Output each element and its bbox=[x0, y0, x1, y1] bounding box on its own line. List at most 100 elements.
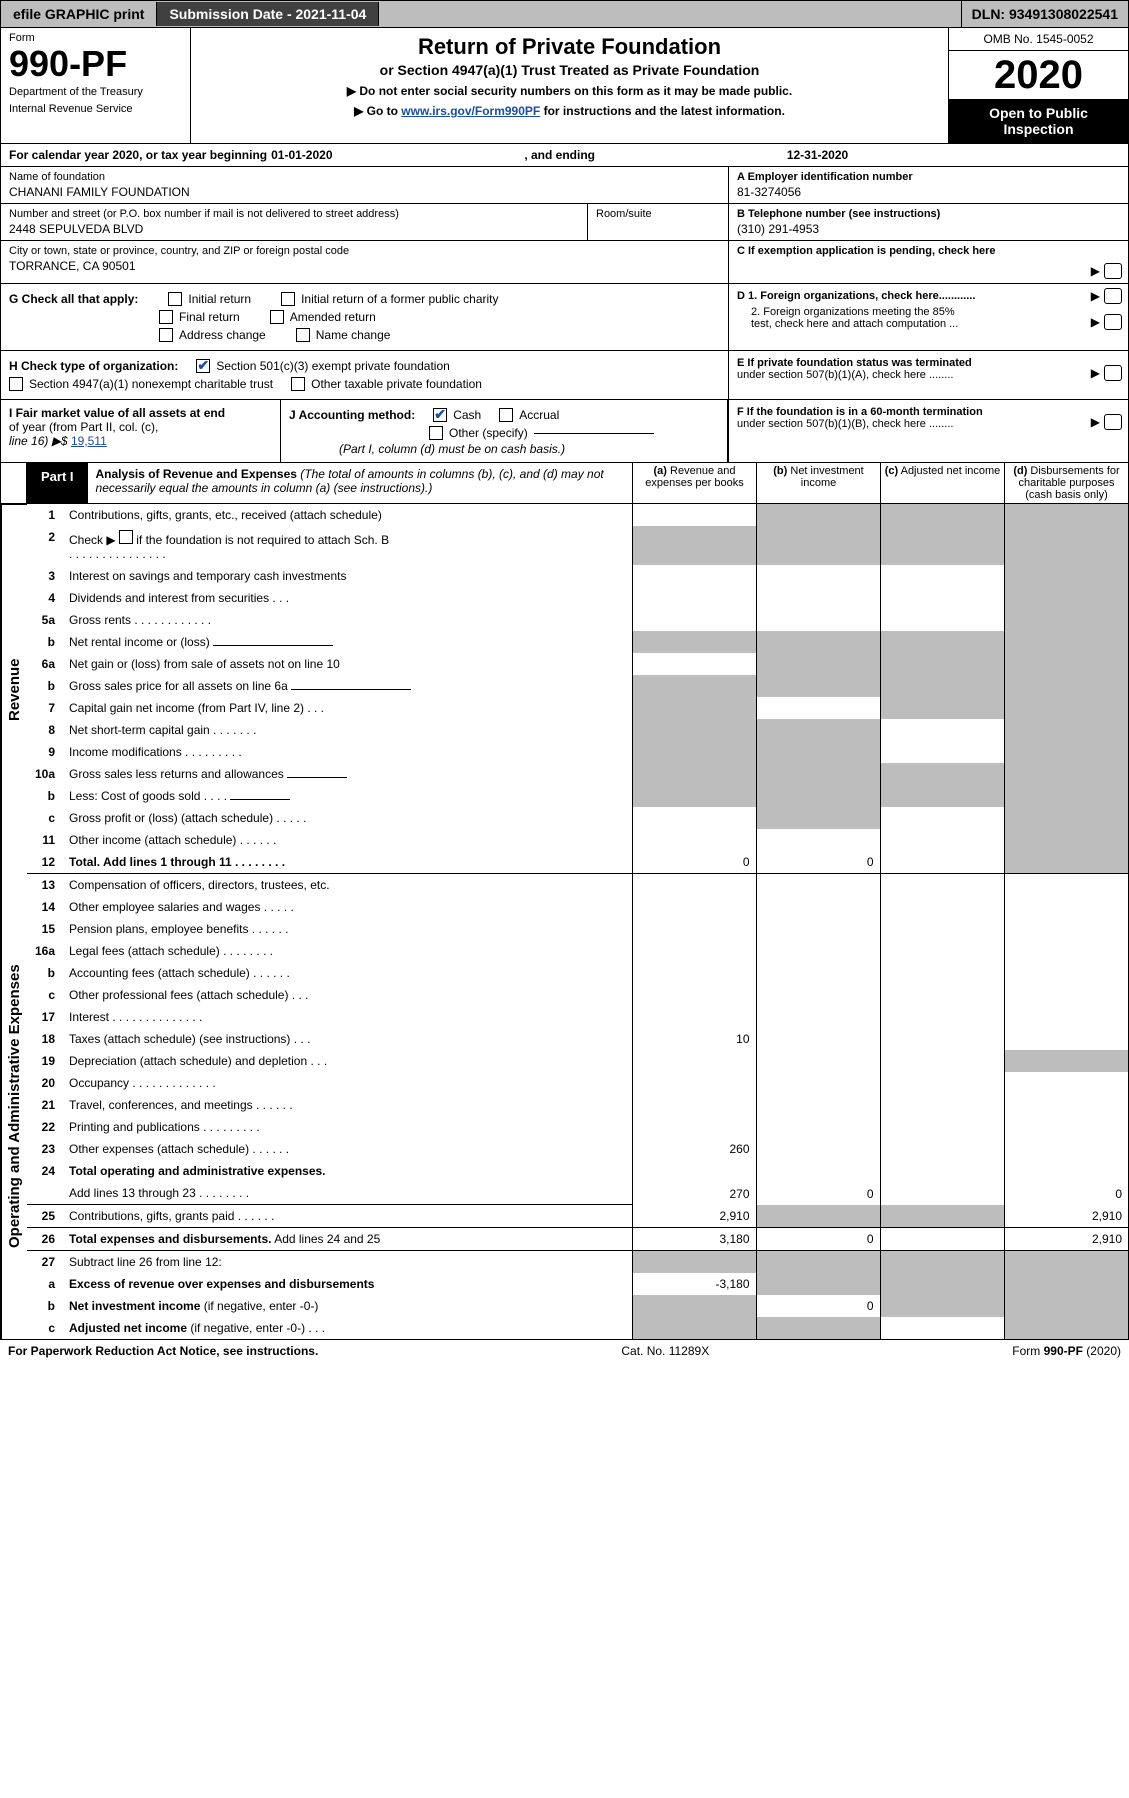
d2-checkbox[interactable] bbox=[1104, 314, 1122, 330]
cal-end: 12-31-2020 bbox=[787, 148, 848, 162]
g-name-checkbox[interactable] bbox=[296, 328, 310, 342]
arrow-icon: ▶ bbox=[1091, 289, 1100, 303]
open-line1: Open to Public bbox=[949, 105, 1128, 121]
row-5b: bNet rental income or (loss) bbox=[27, 631, 1128, 653]
g-initial-former: Initial return of a former public charit… bbox=[301, 292, 498, 306]
h-opt2: Section 4947(a)(1) nonexempt charitable … bbox=[29, 377, 273, 391]
h-section: H Check type of organization: Section 50… bbox=[1, 351, 1128, 400]
row-16c: cOther professional fees (attach schedul… bbox=[27, 984, 1128, 1006]
instr-link-row: ▶ Go to www.irs.gov/Form990PF for instru… bbox=[215, 104, 924, 118]
d-section: D 1. Foreign organizations, check here..… bbox=[728, 284, 1128, 350]
row-16a: 16aLegal fees (attach schedule) . . . . … bbox=[27, 940, 1128, 962]
i-line3: line 16) ▶$ bbox=[9, 434, 71, 448]
g-name-change: Name change bbox=[316, 328, 391, 342]
row-9: 9Income modifications . . . . . . . . . bbox=[27, 741, 1128, 763]
form-subtitle: or Section 4947(a)(1) Trust Treated as P… bbox=[215, 62, 924, 78]
row-24-label: 24Total operating and administrative exp… bbox=[27, 1160, 1128, 1182]
h-label: H Check type of organization: bbox=[9, 359, 178, 373]
j-cash-checkbox[interactable] bbox=[433, 408, 447, 422]
row-19: 19Depreciation (attach schedule) and dep… bbox=[27, 1050, 1128, 1072]
row-7: 7Capital gain net income (from Part IV, … bbox=[27, 697, 1128, 719]
irs-link[interactable]: www.irs.gov/Form990PF bbox=[401, 104, 540, 118]
g-addr-checkbox[interactable] bbox=[159, 328, 173, 342]
d2-row: 2. Foreign organizations meeting the 85%… bbox=[737, 306, 1120, 330]
d1-row: D 1. Foreign organizations, check here..… bbox=[737, 290, 1120, 302]
row-27a: aExcess of revenue over expenses and dis… bbox=[27, 1273, 1128, 1295]
g-final-checkbox[interactable] bbox=[159, 310, 173, 324]
g-addr-change: Address change bbox=[179, 328, 266, 342]
row-27: 27Subtract line 26 from line 12: bbox=[27, 1251, 1128, 1274]
revenue-block: Revenue 1Contributions, gifts, grants, e… bbox=[1, 504, 1128, 874]
f-line2: under section 507(b)(1)(B), check here .… bbox=[737, 418, 1120, 430]
g-section: G Check all that apply: Initial return I… bbox=[1, 284, 1128, 351]
expenses-sidebar: Operating and Administrative Expenses bbox=[1, 874, 27, 1339]
f-line1: F If the foundation is in a 60-month ter… bbox=[737, 406, 1120, 418]
expenses-table: 13Compensation of officers, directors, t… bbox=[27, 874, 1128, 1339]
row-8: 8Net short-term capital gain . . . . . .… bbox=[27, 719, 1128, 741]
efile-print-button[interactable]: efile GRAPHIC print bbox=[1, 2, 157, 26]
j-accrual-checkbox[interactable] bbox=[499, 408, 513, 422]
submission-date: Submission Date - 2021-11-04 bbox=[157, 2, 379, 26]
row-22: 22Printing and publications . . . . . . … bbox=[27, 1116, 1128, 1138]
row-1: 1Contributions, gifts, grants, etc., rec… bbox=[27, 504, 1128, 526]
row-4: 4Dividends and interest from securities … bbox=[27, 587, 1128, 609]
footer-right: Form 990-PF (2020) bbox=[1012, 1344, 1121, 1358]
city-label: City or town, state or province, country… bbox=[9, 245, 720, 257]
d2-line2: test, check here and attach computation … bbox=[751, 318, 1120, 330]
g-amended-checkbox[interactable] bbox=[270, 310, 284, 324]
row-3: 3Interest on savings and temporary cash … bbox=[27, 565, 1128, 587]
row-11: 11Other income (attach schedule) . . . .… bbox=[27, 829, 1128, 851]
g-initial-checkbox[interactable] bbox=[168, 292, 182, 306]
row-20: 20Occupancy . . . . . . . . . . . . . bbox=[27, 1072, 1128, 1094]
ein-label: A Employer identification number bbox=[737, 171, 1120, 183]
topbar: efile GRAPHIC print Submission Date - 20… bbox=[0, 0, 1129, 28]
city-cell: City or town, state or province, country… bbox=[1, 241, 728, 277]
footer-mid: Cat. No. 11289X bbox=[621, 1344, 709, 1358]
name-label: Name of foundation bbox=[9, 171, 720, 183]
name-cell: Name of foundation CHANANI FAMILY FOUNDA… bbox=[1, 167, 728, 204]
room-label: Room/suite bbox=[596, 208, 720, 220]
col-d-head: (d) Disbursements for charitable purpose… bbox=[1004, 463, 1128, 503]
row-2: 2Check ▶ if the foundation is not requir… bbox=[27, 526, 1128, 565]
omb-number: OMB No. 1545-0052 bbox=[949, 28, 1128, 51]
h-left: H Check type of organization: Section 50… bbox=[1, 351, 728, 399]
arrow-icon: ▶ bbox=[1091, 366, 1100, 380]
row-27c: cAdjusted net income (if negative, enter… bbox=[27, 1317, 1128, 1339]
f-section: F If the foundation is in a 60-month ter… bbox=[728, 400, 1128, 462]
revenue-sidebar: Revenue bbox=[1, 504, 27, 874]
row-18: 18Taxes (attach schedule) (see instructi… bbox=[27, 1028, 1128, 1050]
c-label: C If exemption application is pending, c… bbox=[737, 245, 996, 257]
d1-checkbox[interactable] bbox=[1104, 288, 1122, 304]
arrow-icon: ▶ bbox=[1091, 315, 1100, 329]
e-checkbox[interactable] bbox=[1104, 365, 1122, 381]
row-14: 14Other employee salaries and wages . . … bbox=[27, 896, 1128, 918]
ein-cell: A Employer identification number 81-3274… bbox=[729, 167, 1128, 204]
room-cell: Room/suite bbox=[588, 204, 728, 240]
h-4947-checkbox[interactable] bbox=[9, 377, 23, 391]
phone-cell: B Telephone number (see instructions) (3… bbox=[729, 204, 1128, 241]
irs-line: Internal Revenue Service bbox=[9, 103, 182, 116]
schb-checkbox[interactable] bbox=[119, 530, 133, 544]
i-cell: I Fair market value of all assets at end… bbox=[1, 400, 281, 462]
h-other-checkbox[interactable] bbox=[291, 377, 305, 391]
h-501c3-checkbox[interactable] bbox=[196, 359, 210, 373]
row-17: 17Interest . . . . . . . . . . . . . . bbox=[27, 1006, 1128, 1028]
g-initial: Initial return bbox=[188, 292, 251, 306]
row-12: 12Total. Add lines 1 through 11 . . . . … bbox=[27, 851, 1128, 874]
instr2-post: for instructions and the latest informat… bbox=[540, 104, 785, 118]
foundation-name: CHANANI FAMILY FOUNDATION bbox=[9, 185, 720, 199]
arrow-icon: ▶ bbox=[1091, 415, 1100, 429]
j-other-checkbox[interactable] bbox=[429, 426, 443, 440]
part1-desc: Analysis of Revenue and Expenses (The to… bbox=[88, 463, 632, 503]
row-5a: 5aGross rents . . . . . . . . . . . . bbox=[27, 609, 1128, 631]
c-checkbox[interactable] bbox=[1104, 263, 1122, 279]
row-26: 26Total expenses and disbursements. Add … bbox=[27, 1228, 1128, 1251]
g-initial-former-checkbox[interactable] bbox=[281, 292, 295, 306]
j-other-line bbox=[534, 433, 654, 434]
revenue-table: 1Contributions, gifts, grants, etc., rec… bbox=[27, 504, 1128, 874]
tax-year: 2020 bbox=[949, 51, 1128, 99]
f-checkbox[interactable] bbox=[1104, 414, 1122, 430]
h-opt1: Section 501(c)(3) exempt private foundat… bbox=[216, 359, 449, 373]
open-line2: Inspection bbox=[949, 121, 1128, 137]
city-val: TORRANCE, CA 90501 bbox=[9, 259, 720, 273]
